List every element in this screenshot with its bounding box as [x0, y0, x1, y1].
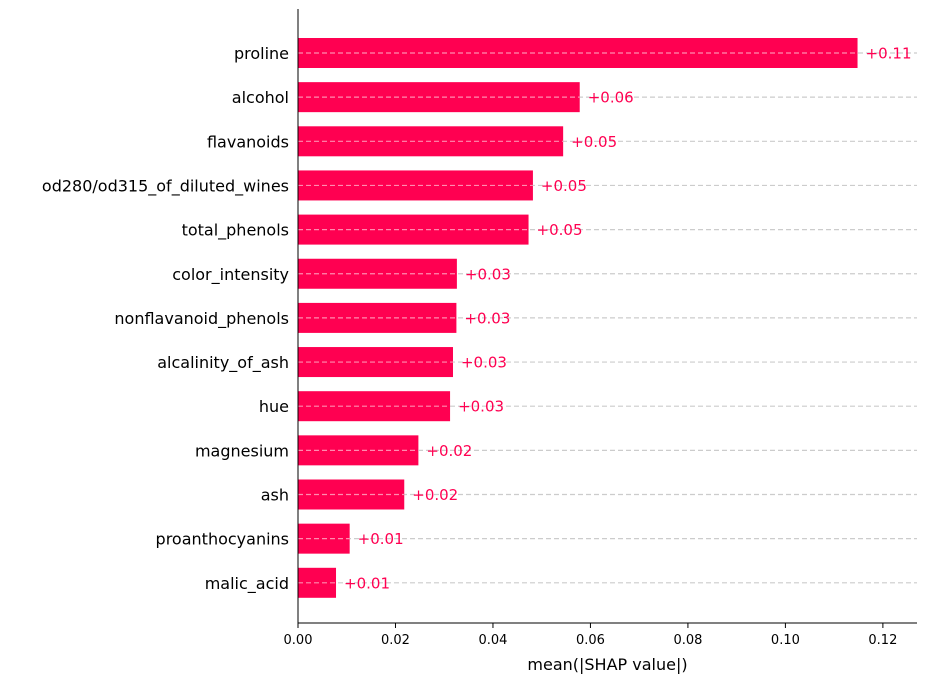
- value-label: +0.06: [588, 89, 634, 107]
- x-tick-label: 0.02: [381, 633, 410, 648]
- x-axis-title: mean(|SHAP value|): [527, 655, 687, 674]
- feature-label: ash: [261, 486, 289, 505]
- value-label: +0.03: [465, 265, 511, 283]
- feature-label: flavanoids: [207, 132, 289, 151]
- value-label: +0.05: [541, 177, 587, 195]
- feature-label: malic_acid: [205, 574, 289, 594]
- x-tick-label: 0.10: [771, 633, 800, 648]
- feature-label: alcalinity_of_ash: [157, 353, 289, 373]
- x-tick-label: 0.08: [673, 633, 702, 648]
- feature-labels: proline alcohol flavanoids od280/od315_of_d…: [42, 44, 289, 594]
- value-label: +0.11: [866, 45, 912, 63]
- feature-label: proanthocyanins: [156, 530, 289, 549]
- feature-label: color_intensity: [172, 265, 289, 285]
- value-label: +0.05: [571, 133, 617, 151]
- x-tick-label: 0.06: [576, 633, 605, 648]
- bar-color-intensity: [298, 258, 457, 289]
- axes: [297, 9, 917, 624]
- value-label: +0.03: [464, 309, 510, 327]
- feature-label: nonflavanoid_phenols: [114, 309, 289, 329]
- x-tick-label: 0.00: [284, 633, 313, 648]
- feature-label: alcohol: [232, 88, 289, 107]
- guide-lines: [298, 52, 917, 584]
- feature-label: od280/od315_of_diluted_wines: [42, 176, 289, 196]
- x-tick-label: 0.12: [868, 633, 897, 648]
- x-ticks: 0.00 0.02 0.04 0.06 0.08 0.10 0.12: [284, 623, 897, 648]
- bars: [298, 38, 858, 598]
- feature-label: hue: [259, 397, 289, 416]
- feature-label: total_phenols: [182, 221, 289, 241]
- value-label: +0.03: [458, 398, 504, 416]
- x-tick-label: 0.04: [478, 633, 507, 648]
- value-label: +0.01: [344, 574, 390, 592]
- value-label: +0.01: [358, 530, 404, 548]
- value-label: +0.03: [461, 354, 507, 372]
- feature-label: magnesium: [195, 441, 289, 460]
- bar-nonflavanoid-phenols: [298, 302, 457, 333]
- value-label: +0.02: [412, 486, 458, 504]
- value-label: +0.05: [537, 221, 583, 239]
- value-label: +0.02: [426, 442, 472, 460]
- value-labels: +0.11 +0.06 +0.05 +0.05 +0.05 +0.03 +0.03 +0.03…: [344, 45, 911, 593]
- feature-label: proline: [234, 44, 289, 63]
